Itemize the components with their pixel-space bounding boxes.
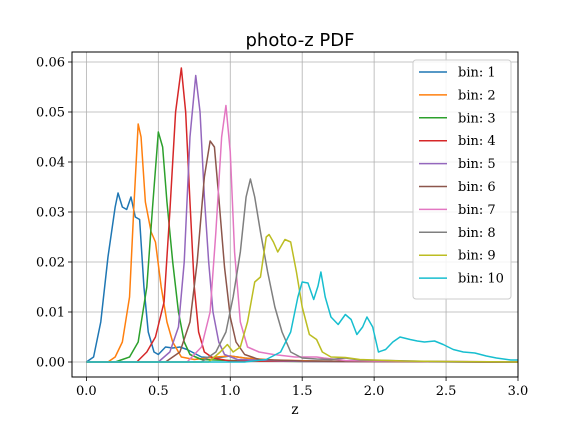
x-tick-label: 2.0 xyxy=(364,384,385,399)
series-line-bin-7 xyxy=(86,104,519,363)
series-line-bin-10 xyxy=(86,271,518,363)
x-tick-label: 1.5 xyxy=(292,384,313,399)
y-tick-label: 0.01 xyxy=(36,306,65,321)
y-tick-label: 0.00 xyxy=(36,356,65,371)
plot-frame xyxy=(71,51,519,378)
y-tick-label: 0.03 xyxy=(36,206,65,221)
series-line-bin-9 xyxy=(86,233,519,363)
legend: bin: 1 bin: 2 bin: 3 bin: 4 bin: 5 bin: 6 bin:… xyxy=(412,59,512,300)
legend-label-bin-3: bin: 3 xyxy=(458,111,496,126)
y-tick-label: 0.06 xyxy=(36,56,65,71)
legend-label-bin-5: bin: 5 xyxy=(458,157,496,172)
legend-label-bin-2: bin: 2 xyxy=(458,88,496,103)
legend-label-bin-9: bin: 9 xyxy=(458,249,496,264)
y-tick-label: 0.02 xyxy=(36,256,65,271)
legend-label-bin-7: bin: 7 xyxy=(458,203,496,218)
legend-label-bin-1: bin: 1 xyxy=(458,66,496,81)
chart-title: photo-z PDF xyxy=(246,30,355,51)
x-tick-label: 1.0 xyxy=(220,384,241,399)
x-tick-label: 0.5 xyxy=(148,384,169,399)
series-line-bin-5 xyxy=(86,74,519,363)
y-tick-label: 0.05 xyxy=(36,106,65,121)
legend-box xyxy=(412,59,512,300)
legend-label-bin-6: bin: 6 xyxy=(458,180,496,195)
y-tick-label: 0.04 xyxy=(36,156,65,171)
x-axis-ticks: 0.0 0.5 1.0 1.5 2.0 2.5 3.0 xyxy=(76,377,528,399)
legend-label-bin-8: bin: 8 xyxy=(458,226,496,241)
legend-label-bin-10: bin: 10 xyxy=(458,272,504,287)
series-lines xyxy=(85,67,519,363)
legend-label-bin-4: bin: 4 xyxy=(458,134,496,149)
x-axis-label: z xyxy=(291,402,298,418)
x-tick-label: 3.0 xyxy=(508,384,529,399)
series-line-bin-6 xyxy=(86,140,519,363)
x-tick-label: 0.0 xyxy=(76,384,97,399)
y-axis-ticks: 0.00 0.01 0.02 0.03 0.04 0.05 0.06 xyxy=(36,56,72,371)
x-tick-label: 2.5 xyxy=(436,384,457,399)
series-line-bin-2 xyxy=(86,123,519,363)
series-line-bin-4 xyxy=(86,67,519,363)
